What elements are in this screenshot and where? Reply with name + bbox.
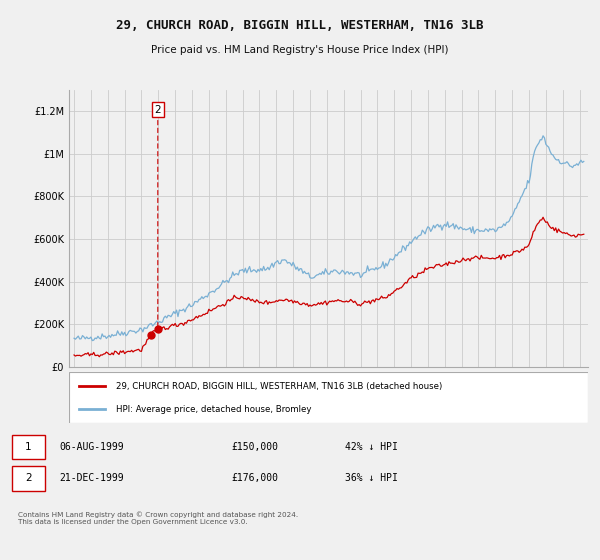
Text: Contains HM Land Registry data © Crown copyright and database right 2024.
This d: Contains HM Land Registry data © Crown c… (18, 512, 298, 525)
Text: 29, CHURCH ROAD, BIGGIN HILL, WESTERHAM, TN16 3LB (detached house): 29, CHURCH ROAD, BIGGIN HILL, WESTERHAM,… (116, 381, 442, 390)
Text: 36% ↓ HPI: 36% ↓ HPI (344, 473, 397, 483)
Text: Price paid vs. HM Land Registry's House Price Index (HPI): Price paid vs. HM Land Registry's House … (151, 45, 449, 55)
FancyBboxPatch shape (12, 435, 44, 459)
Text: 21-DEC-1999: 21-DEC-1999 (59, 473, 124, 483)
FancyBboxPatch shape (69, 372, 588, 423)
Text: 42% ↓ HPI: 42% ↓ HPI (344, 442, 397, 452)
Text: £150,000: £150,000 (232, 442, 279, 452)
Text: 06-AUG-1999: 06-AUG-1999 (59, 442, 124, 452)
Text: £176,000: £176,000 (232, 473, 279, 483)
Text: HPI: Average price, detached house, Bromley: HPI: Average price, detached house, Brom… (116, 405, 311, 414)
Text: 2: 2 (154, 105, 161, 326)
FancyBboxPatch shape (12, 466, 44, 491)
Text: 2: 2 (25, 473, 32, 483)
Text: 29, CHURCH ROAD, BIGGIN HILL, WESTERHAM, TN16 3LB: 29, CHURCH ROAD, BIGGIN HILL, WESTERHAM,… (116, 18, 484, 32)
Text: 1: 1 (25, 442, 32, 452)
